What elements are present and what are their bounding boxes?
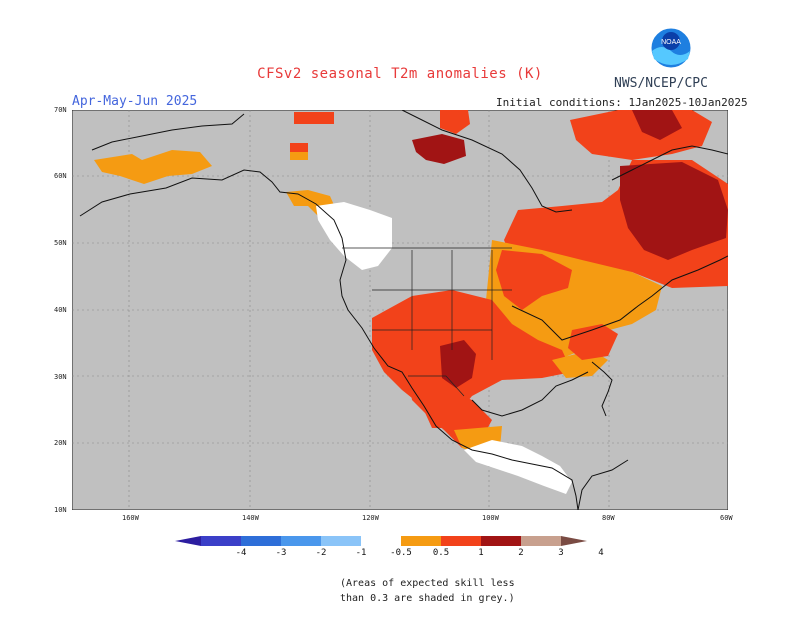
colorbar-max-arrow [561, 536, 587, 546]
lon-tick-160w: 160W [122, 514, 139, 522]
midwest-warm-red [496, 250, 572, 310]
colorbar-label: 0.5 [432, 548, 450, 558]
noaa-logo: NOAA [650, 27, 692, 69]
lat-tick-70: 70N [54, 106, 67, 114]
colorbar-label: 1 [478, 548, 484, 558]
quebec-dark-warm [620, 162, 728, 260]
lat-tick-60: 60N [54, 172, 67, 180]
arctic-dark-warm [412, 134, 466, 164]
skill-note-line1: (Areas of expected skill less [340, 578, 515, 589]
colorbar-label: 2 [518, 548, 524, 558]
colorbar-label: -1 [355, 548, 367, 558]
alaska-warm-area [94, 150, 212, 184]
lat-tick-10: 10N [54, 506, 67, 514]
initial-conditions: Initial conditions: 1Jan2025-10Jan2025 [496, 96, 748, 109]
colorbar-cell [521, 536, 561, 546]
arctic-warm-rim [440, 110, 470, 134]
colorbar-cell [401, 536, 441, 546]
greenland-dark-warm [632, 110, 682, 140]
texas-dark-warm [440, 340, 476, 388]
coastlines [79, 110, 728, 510]
lon-tick-100w: 100W [482, 514, 499, 522]
southwest-warm [376, 316, 420, 380]
agency-label: NWS/NCEP/CPC [614, 76, 708, 91]
political-borders [342, 247, 512, 397]
colorbar-cell [361, 536, 401, 546]
skill-note: (Areas of expected skill less than 0.3 a… [340, 576, 515, 606]
lon-tick-140w: 140W [242, 514, 259, 522]
colorbar-label: -2 [315, 548, 327, 558]
colorbar-min-arrow [175, 536, 201, 546]
lat-tick-20: 20N [54, 439, 67, 447]
bc-near-normal [316, 202, 392, 270]
lat-tick-40: 40N [54, 306, 67, 314]
anomaly-fields [94, 110, 728, 494]
forecast-period: Apr-May-Jun 2025 [72, 94, 198, 109]
colorbar-label: -4 [235, 548, 247, 558]
map-title: CFSv2 seasonal T2m anomalies (K) [257, 66, 543, 82]
lon-tick-120w: 120W [362, 514, 379, 522]
lon-tick-60w: 60W [720, 514, 733, 522]
nw-territories-warm [294, 112, 334, 124]
southeast-warm [568, 324, 618, 360]
colorbar-cell [241, 536, 281, 546]
lat-tick-50: 50N [54, 239, 67, 247]
lon-tick-80w: 80W [602, 514, 615, 522]
colorbar-label: -0.5 [390, 548, 412, 558]
logo-text: NOAA [661, 39, 681, 46]
yukon-warm-patch-2 [290, 152, 308, 160]
colorbar-label: -3 [275, 548, 287, 558]
lat-tick-30: 30N [54, 373, 67, 381]
colorbar-cell [481, 536, 521, 546]
colorbar-cell [321, 536, 361, 546]
colorbar-label: 4 [598, 548, 604, 558]
color-bar [175, 536, 587, 546]
skill-note-line2: than 0.3 are shaded in grey.) [340, 593, 515, 604]
colorbar-cell [201, 536, 241, 546]
colorbar-cell [441, 536, 481, 546]
colorbar-label: 3 [558, 548, 564, 558]
anomaly-map [72, 110, 728, 510]
colorbar-cell [281, 536, 321, 546]
